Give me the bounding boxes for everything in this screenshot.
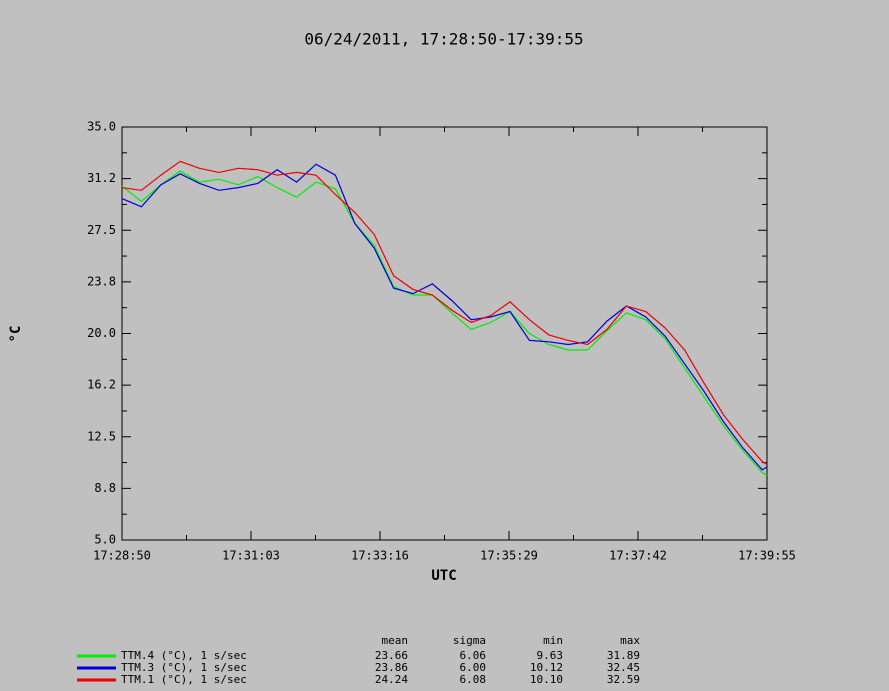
stats-header: max bbox=[620, 634, 640, 647]
y-axis-label: °C bbox=[8, 326, 24, 343]
series-line bbox=[121, 163, 768, 471]
stats-header: sigma bbox=[453, 634, 486, 647]
chart-title: 06/24/2011, 17:28:50-17:39:55 bbox=[304, 30, 583, 49]
y-tick-label: 5.0 bbox=[94, 533, 116, 547]
y-tick-label: 35.0 bbox=[87, 120, 116, 134]
legend-label: TTM.4 (°C), 1 s/sec bbox=[121, 649, 247, 662]
stats-value: 31.89 bbox=[607, 649, 640, 662]
stats-value: 24.24 bbox=[375, 673, 408, 686]
stats-value: 32.59 bbox=[607, 673, 640, 686]
y-tick-label: 23.8 bbox=[87, 274, 116, 288]
x-tick-label: 17:39:55 bbox=[738, 549, 796, 563]
series-line bbox=[121, 170, 768, 476]
y-tick-label: 16.2 bbox=[87, 378, 116, 392]
legend-label: TTM.1 (°C), 1 s/sec bbox=[121, 673, 247, 686]
stats-value: 32.45 bbox=[607, 661, 640, 674]
y-tick-label: 8.8 bbox=[94, 481, 116, 495]
x-tick-label: 17:37:42 bbox=[609, 549, 667, 563]
x-tick-label: 17:28:50 bbox=[93, 549, 151, 563]
y-tick-label: 27.5 bbox=[87, 223, 116, 237]
stats-value: 23.86 bbox=[375, 661, 408, 674]
series-line bbox=[121, 160, 768, 465]
legend-label: TTM.3 (°C), 1 s/sec bbox=[121, 661, 247, 674]
y-tick-label: 20.0 bbox=[87, 326, 116, 340]
stats-value: 10.12 bbox=[530, 661, 563, 674]
x-axis-label: UTC bbox=[431, 568, 456, 584]
stats-value: 9.63 bbox=[537, 649, 564, 662]
x-tick-label: 17:31:03 bbox=[222, 549, 280, 563]
stats-value: 6.06 bbox=[460, 649, 487, 662]
y-tick-label: 31.2 bbox=[87, 171, 116, 185]
x-tick-label: 17:35:29 bbox=[480, 549, 538, 563]
stats-value: 6.08 bbox=[460, 673, 487, 686]
y-tick-label: 12.5 bbox=[87, 429, 116, 443]
stats-value: 10.10 bbox=[530, 673, 563, 686]
stats-value: 23.66 bbox=[375, 649, 408, 662]
stats-value: 6.00 bbox=[460, 661, 487, 674]
stats-header: min bbox=[543, 634, 563, 647]
x-tick-label: 17:33:16 bbox=[351, 549, 409, 563]
stats-header: mean bbox=[382, 634, 409, 647]
